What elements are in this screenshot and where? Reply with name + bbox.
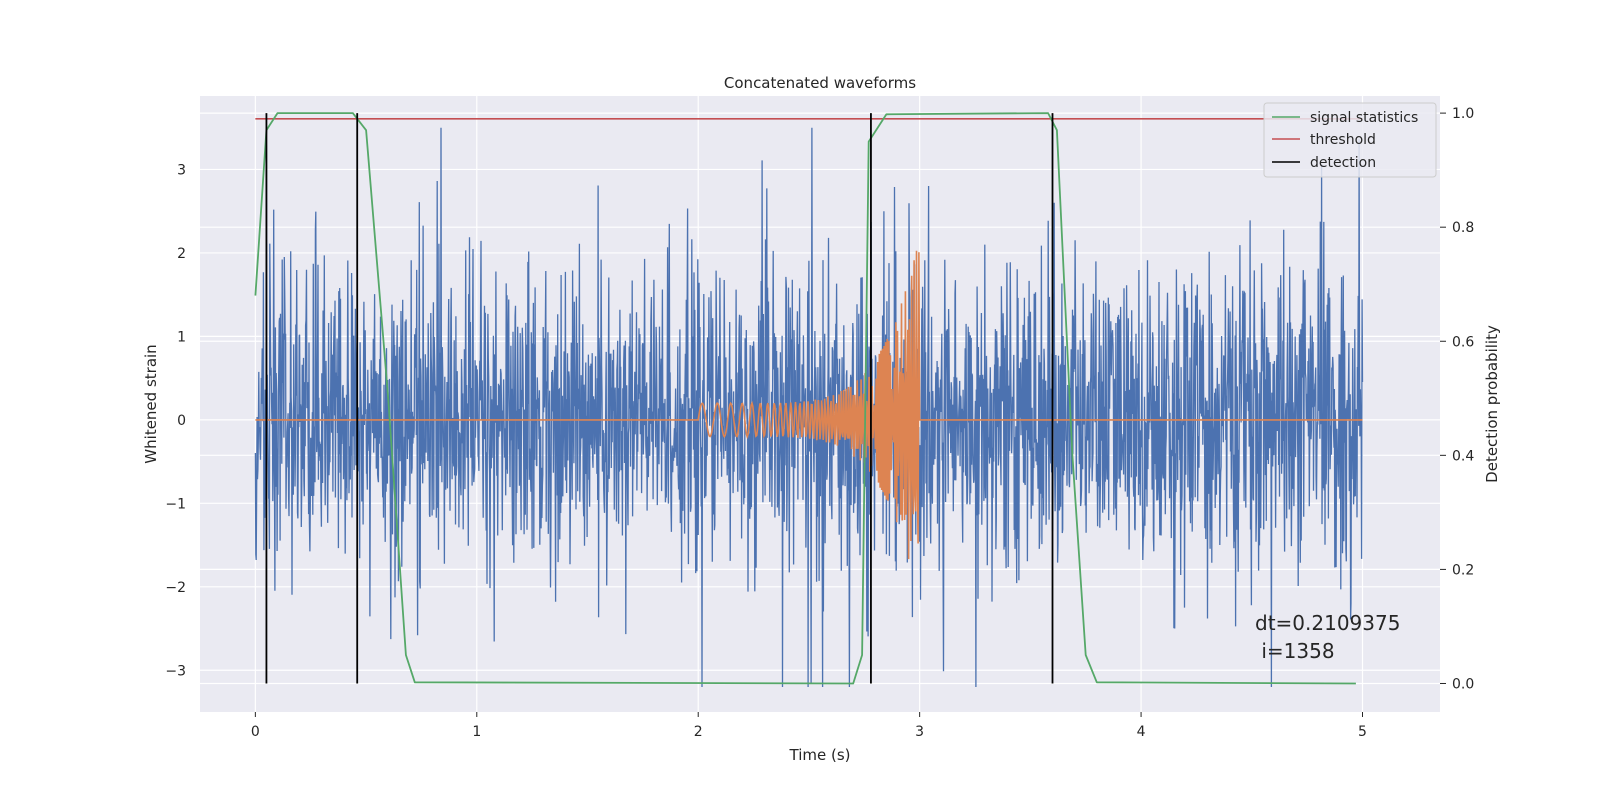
annotation: dt=0.2109375 i=1358: [1255, 611, 1400, 663]
legend: signal statistics threshold detection: [1263, 102, 1437, 178]
annotation-i: i=1358: [1255, 639, 1335, 663]
legend-box: [1263, 102, 1437, 178]
legend-label-threshold: threshold: [1310, 132, 1376, 148]
probability-layer: [254, 112, 1363, 685]
y2-tick-label: 0.8: [1452, 220, 1474, 236]
injection-series: [255, 250, 1363, 560]
y2-tick-label: 0.0: [1452, 676, 1474, 692]
y-tick-label: 1: [177, 329, 186, 345]
x-tick-label: 5: [1358, 724, 1367, 740]
y-tick-label: 3: [177, 162, 186, 178]
y2-tick-label: 0.2: [1452, 562, 1474, 578]
y2-tick-label: 0.4: [1452, 448, 1474, 464]
y-tick-label: 0: [177, 413, 186, 429]
chart-title: Concatenated waveforms: [724, 74, 916, 92]
legend-label-signal-statistics: signal statistics: [1310, 110, 1418, 126]
ticks: 0 1 2 3 4 5 −3 −2 −1 0 1 2 3 0.0 0.2 0.4 0.6 0.8 1.0: [165, 106, 1474, 740]
y2-tick-label: 1.0: [1452, 106, 1474, 122]
y-tick-label: 2: [177, 246, 186, 262]
y-axis-label: Whitened strain: [142, 344, 160, 463]
y-tick-label: −3: [165, 663, 186, 679]
strain-series: [254, 127, 1364, 688]
x-tick-label: 4: [1137, 724, 1146, 740]
annotation-dt: dt=0.2109375: [1255, 611, 1400, 635]
y-tick-label: −1: [165, 496, 186, 512]
x-tick-label: 3: [915, 724, 924, 740]
x-tick-label: 2: [694, 724, 703, 740]
y2-tick-label: 0.6: [1452, 334, 1474, 350]
strain-line: [254, 127, 1364, 688]
x-tick-label: 1: [472, 724, 481, 740]
x-tick-label: 0: [251, 724, 260, 740]
y-tick-label: −2: [165, 580, 186, 596]
injection-line: [255, 250, 1363, 560]
signal-statistics-line: [254, 112, 1356, 685]
y2-axis-label: Detection probability: [1483, 325, 1501, 483]
x-axis-label: Time (s): [789, 746, 851, 764]
legend-label-detection: detection: [1310, 155, 1376, 171]
